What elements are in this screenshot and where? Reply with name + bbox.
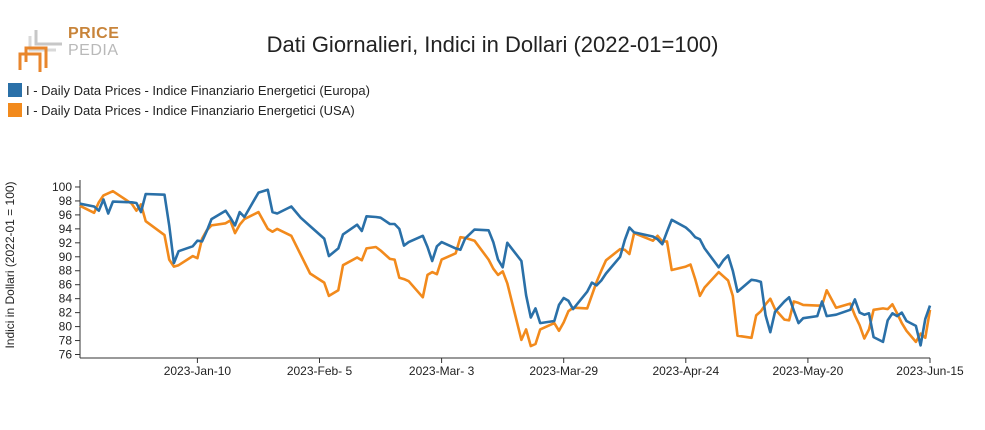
- y-tick-label: 86: [59, 278, 73, 292]
- series-line-usa[interactable]: [79, 189, 932, 348]
- legend-label-europa: I - Daily Data Prices - Indice Finanziar…: [26, 82, 370, 98]
- legend-item-usa[interactable]: I - Daily Data Prices - Indice Finanziar…: [8, 100, 370, 120]
- y-tick-label: 76: [59, 348, 73, 362]
- y-tick-label: 96: [59, 208, 73, 222]
- legend-label-usa: I - Daily Data Prices - Indice Finanziar…: [26, 102, 355, 118]
- logo-text-price: PRICE: [68, 25, 120, 42]
- legend-swatch-europa: [8, 83, 22, 97]
- y-tick-label: 88: [59, 264, 73, 278]
- legend-item-europa[interactable]: I - Daily Data Prices - Indice Finanziar…: [8, 80, 370, 100]
- y-tick-label: 78: [59, 334, 73, 348]
- x-axis: 2023-Jan-10 2023-Feb- 5 2023-Mar- 3 2023-Ma…: [80, 357, 964, 378]
- y-tick-label: 84: [59, 292, 73, 306]
- series-layer: [79, 188, 932, 348]
- chart-legend: I - Daily Data Prices - Indice Finanziar…: [8, 80, 370, 120]
- legend-swatch-usa: [8, 103, 22, 117]
- x-tick-label: 2023-Mar-29: [529, 364, 598, 378]
- pricepedia-logo: PRICE PEDIA: [16, 22, 126, 74]
- x-tick-label: 2023-Mar- 3: [409, 364, 475, 378]
- y-tick-label: 98: [59, 194, 73, 208]
- y-axis-title: Indici in Dollari (2022-01 = 100): [3, 181, 17, 348]
- y-tick-label: 94: [59, 222, 73, 236]
- x-tick-label: 2023-Jun-15: [896, 364, 964, 378]
- x-tick-label: 2023-May-20: [773, 364, 844, 378]
- y-tick-label: 82: [59, 306, 73, 320]
- x-tick-label: 2023-Feb- 5: [287, 364, 353, 378]
- series-line-europa[interactable]: [79, 188, 932, 347]
- y-tick-label: 100: [52, 180, 72, 194]
- y-tick-label: 92: [59, 236, 73, 250]
- logo-mark-icon: [18, 30, 62, 72]
- logo-text-pedia: PEDIA: [68, 42, 119, 59]
- y-tick-label: 90: [59, 250, 73, 264]
- chart-title: Dati Giornalieri, Indici in Dollari (202…: [266, 32, 719, 57]
- y-tick-label: 80: [59, 320, 73, 334]
- x-tick-label: 2023-Jan-10: [164, 364, 232, 378]
- x-tick-label: 2023-Apr-24: [652, 364, 719, 378]
